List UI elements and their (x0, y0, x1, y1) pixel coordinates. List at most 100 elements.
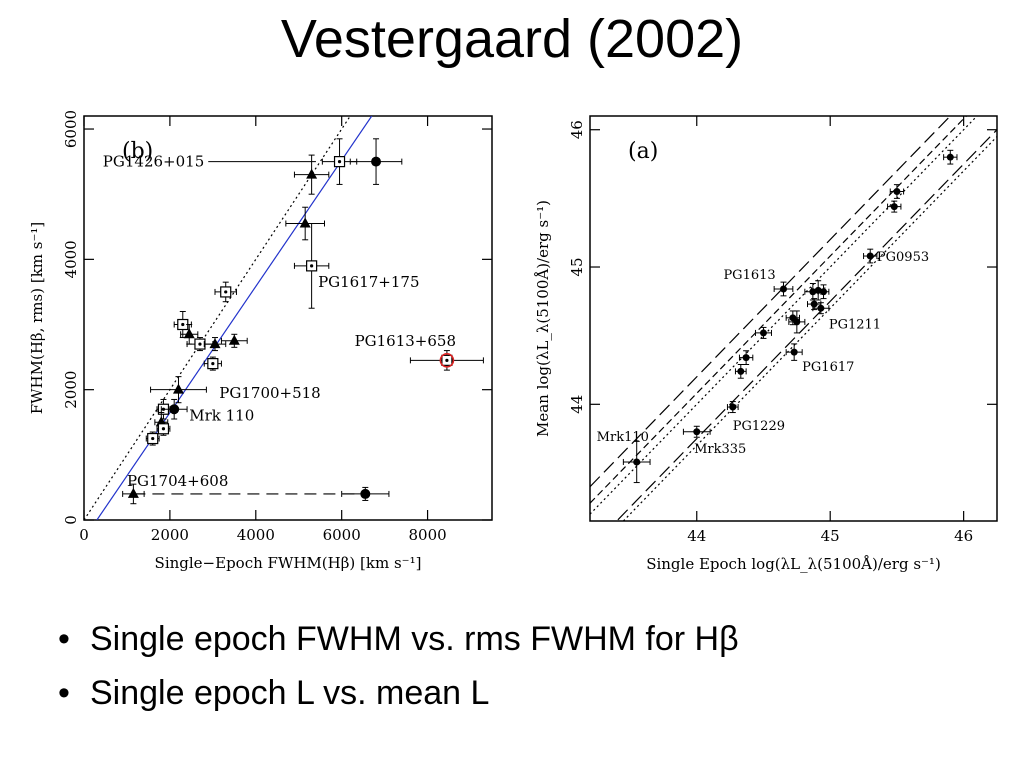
point-label: PG1700+518 (219, 384, 320, 402)
square-center-dot (198, 342, 202, 346)
x-tick-label: 2000 (151, 526, 189, 544)
circle-marker (360, 488, 371, 499)
triangle-marker (299, 217, 311, 228)
reference-line (96, 116, 373, 520)
point-label: Mrk 110 (189, 407, 254, 425)
reference-line (590, 116, 968, 504)
data-point (156, 421, 171, 436)
panel-label: (a) (628, 139, 658, 164)
data-point (220, 333, 248, 348)
square-center-dot (181, 322, 185, 327)
point-label: PG1617+175 (318, 273, 419, 291)
data-point (409, 350, 484, 371)
triangle-marker (127, 487, 139, 498)
y-axis-label: Mean log(λL_λ(5100Å)/erg s⁻¹) (534, 200, 552, 437)
circle-marker (817, 304, 825, 312)
circle-marker (946, 153, 954, 161)
point-label: PG1229 (733, 419, 785, 434)
data-point (889, 184, 905, 199)
plot-area (590, 116, 997, 521)
triangle-marker (209, 338, 221, 349)
triangle-marker (183, 328, 195, 339)
circle-marker (779, 285, 787, 293)
reference-line (84, 116, 351, 520)
reference-line (622, 136, 997, 521)
y-tick-label: 4000 (62, 240, 80, 278)
x-axis-label: Single Epoch log(λL_λ(5100Å)/erg s⁻¹) (646, 555, 941, 573)
y-tick-label: 6000 (62, 110, 80, 148)
y-tick-label: 44 (568, 395, 586, 414)
bullet-text: Single epoch L vs. mean L (90, 674, 490, 712)
data-point (214, 281, 237, 303)
data-point (682, 425, 711, 438)
data-point (863, 248, 878, 264)
data-point (285, 206, 326, 241)
data-point (150, 376, 207, 404)
data-point (734, 363, 747, 379)
data-point (812, 302, 830, 315)
data-point (293, 223, 330, 309)
data-point (341, 486, 390, 501)
point-label: PG1617 (802, 360, 854, 375)
circle-marker (693, 428, 701, 436)
point-label: PG1426+015 (103, 153, 204, 171)
data-point (887, 200, 902, 213)
highlight-ring (439, 353, 455, 368)
reference-line (615, 129, 997, 521)
plot-area (84, 116, 484, 520)
square-center-dot (151, 436, 155, 441)
bullet-list: • Single epoch FWHM vs. rms FWHM for Hβ •… (58, 612, 739, 720)
y-tick-label: 46 (568, 120, 586, 139)
x-tick-label: 46 (954, 527, 973, 545)
circle-marker (759, 329, 767, 337)
point-label: Mrk335 (694, 442, 746, 457)
plot-frame (589, 115, 998, 522)
data-point (321, 138, 358, 185)
plot-frame (83, 115, 493, 521)
circle-marker (820, 288, 828, 296)
circle-marker (790, 348, 798, 356)
circle-marker (742, 354, 750, 362)
circle-marker (737, 367, 745, 375)
square-center-dot (161, 427, 166, 431)
bullet-dot: • (58, 674, 70, 712)
slide-title: Vestergaard (2002) (280, 9, 744, 69)
point-label: PG0953 (877, 250, 929, 265)
data-point (145, 431, 160, 446)
fwhm-scatter-chart: 0 2000 4000 6000 8000 0 2000 4000 6000 PG1426+015… (28, 110, 493, 572)
data-point (817, 284, 830, 300)
data-point (122, 483, 145, 505)
bullet-item: • Single epoch FWHM vs. rms FWHM for Hβ (58, 612, 739, 666)
x-tick-label: 44 (687, 527, 706, 545)
x-tick-label: 8000 (408, 526, 446, 544)
reference-line (590, 116, 952, 488)
data-point (785, 343, 803, 361)
x-tick-label: 6000 (323, 526, 361, 544)
data-point (738, 350, 754, 365)
square-center-dot (445, 358, 449, 362)
data-point (788, 310, 806, 334)
data-point (349, 138, 403, 185)
circle-marker (810, 300, 818, 308)
data-point (622, 440, 651, 484)
y-tick-label: 0 (62, 515, 80, 525)
circle-marker (371, 156, 382, 167)
data-point (726, 401, 739, 414)
square-center-dot (310, 264, 314, 268)
circle-marker (893, 188, 901, 196)
triangle-marker (306, 168, 318, 179)
circle-marker (890, 203, 898, 211)
square-center-dot (224, 290, 228, 294)
reference-line (590, 116, 978, 515)
square-center-dot (337, 160, 342, 164)
data-point (203, 356, 222, 371)
point-label: PG1613 (723, 268, 775, 283)
circle-marker (729, 403, 737, 411)
bullet-item: • Single epoch L vs. mean L (58, 666, 739, 720)
circle-marker (633, 458, 641, 466)
bullet-text: Single epoch FWHM vs. rms FWHM for Hβ (90, 620, 739, 658)
y-tick-label: 45 (568, 257, 586, 276)
data-point (943, 149, 958, 165)
bullet-dot: • (58, 620, 70, 658)
data-point (293, 154, 330, 195)
